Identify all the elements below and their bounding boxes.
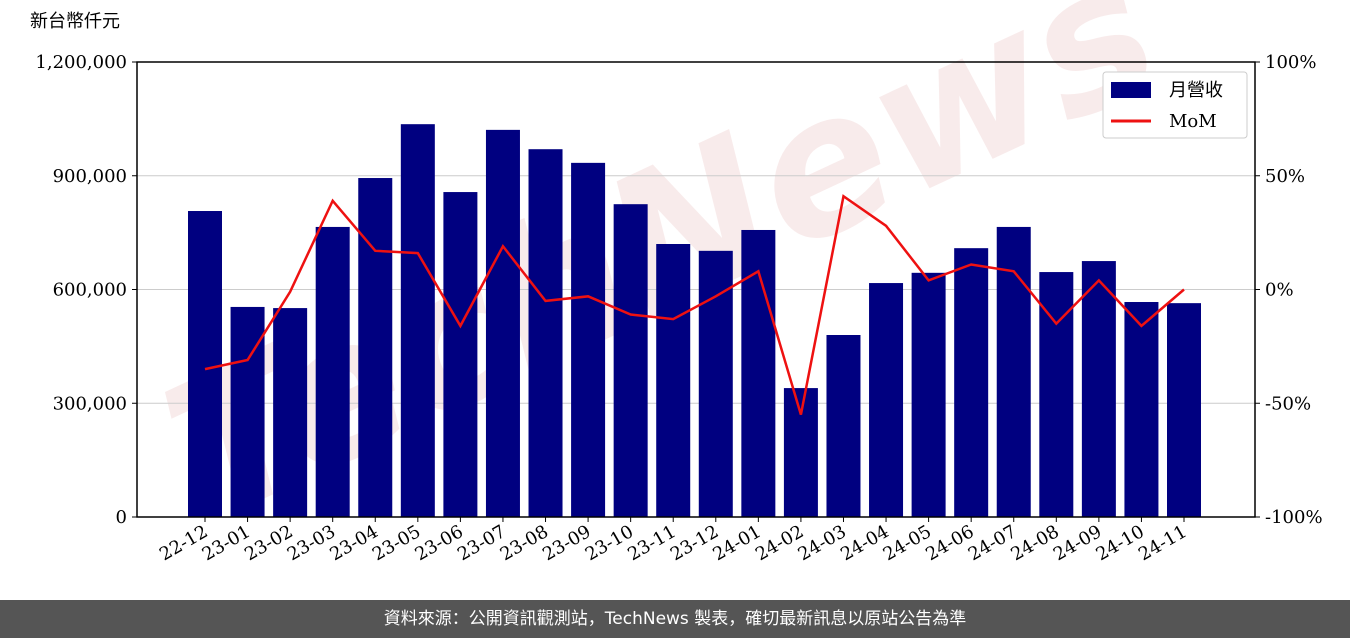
footer: 資料來源：公開資訊觀測站，TechNews 製表，確切最新訊息以原站公告為準 (0, 600, 1350, 638)
x-tick-label: 23-11 (624, 521, 679, 565)
bar (911, 272, 946, 517)
y2-tick-label: 0% (1265, 280, 1294, 301)
x-tick-label: 24-04 (837, 521, 892, 565)
legend-label: 月營收 (1169, 80, 1223, 101)
bar (1124, 302, 1159, 517)
x-tick-label: 24-10 (1092, 521, 1147, 565)
x-tick-label: 24-11 (1135, 521, 1190, 565)
x-tick-label: 23-12 (667, 521, 722, 565)
bar (528, 149, 563, 518)
bar (869, 283, 904, 517)
bar (783, 388, 818, 517)
y-tick-label: 0 (116, 507, 127, 528)
bar (996, 226, 1031, 517)
bar (954, 248, 989, 517)
y2-tick-label: -50% (1265, 393, 1311, 414)
bar (443, 192, 478, 517)
line (204, 194, 1185, 415)
bar (400, 124, 435, 517)
x-tick-label: 23-05 (369, 521, 424, 565)
x-tick-label: 24-05 (880, 521, 935, 565)
bar (656, 244, 691, 517)
x-tick-label: 23-07 (454, 521, 509, 565)
x-tick-label: 23-06 (411, 521, 466, 565)
bar (188, 211, 222, 517)
y2-tick-label: 100% (1265, 52, 1316, 73)
bar (315, 226, 350, 517)
legend-swatch (1111, 82, 1151, 98)
y-tick-label: 1,200,000 (35, 52, 127, 73)
bar (571, 162, 606, 517)
bar (1167, 303, 1201, 517)
x-tick-label: 24-01 (709, 521, 764, 565)
x-tick-label: 24-02 (752, 521, 807, 565)
x-tick-label: 23-09 (539, 521, 594, 565)
legend-label: MoM (1169, 111, 1217, 132)
bar (1081, 261, 1116, 517)
bar (613, 204, 648, 517)
y2-tick-label: 50% (1265, 166, 1305, 187)
x-tick-label: 24-03 (795, 521, 850, 565)
x-tick-label: 23-04 (326, 521, 381, 565)
y-tick-label: 300,000 (53, 393, 127, 414)
bar (358, 178, 393, 517)
chart: 新台幣仟元 TechNews 0300,000600,000900,0001,2… (30, 0, 1323, 565)
bar (485, 129, 520, 517)
x-tick-label: 24-07 (965, 521, 1020, 565)
x-tick-label: 22-12 (156, 521, 211, 565)
y-tick-label: 900,000 (53, 166, 127, 187)
x-tick-label: 24-06 (922, 521, 977, 565)
x-tick-label: 23-10 (582, 521, 637, 565)
y-axis-label: 新台幣仟元 (30, 11, 120, 32)
x-tick-label: 24-09 (1050, 521, 1105, 565)
y2-tick-label: -100% (1265, 507, 1323, 528)
plot-frame (136, 61, 1256, 518)
bar (273, 308, 308, 517)
bar (230, 306, 265, 517)
y-tick-label: 600,000 (53, 280, 127, 301)
x-tick-label: 23-08 (497, 521, 552, 565)
x-tick-label: 24-08 (1007, 521, 1062, 565)
bar (826, 335, 861, 517)
